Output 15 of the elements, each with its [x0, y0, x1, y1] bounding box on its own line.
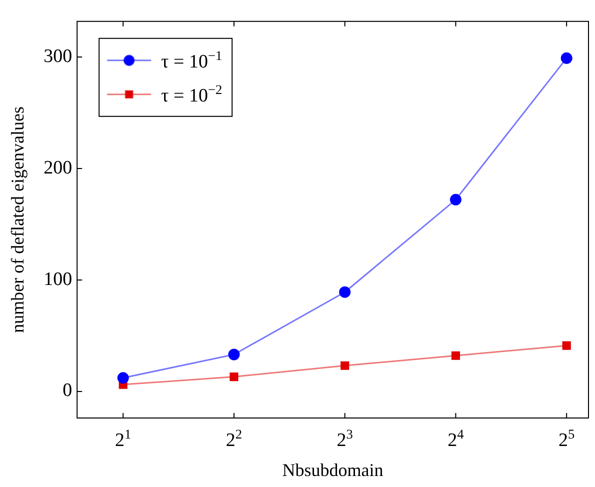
y-tick-label: 200: [44, 157, 72, 178]
point: [560, 52, 572, 64]
point: [340, 361, 350, 370]
y-tick-label: 300: [44, 46, 72, 68]
point: [450, 194, 462, 206]
point: [451, 351, 460, 360]
point: [339, 286, 351, 298]
point: [230, 372, 238, 382]
point: [117, 372, 129, 384]
y-axis-title: number of deflated eigenvalues: [8, 106, 28, 333]
point: [228, 348, 240, 360]
point: [562, 341, 571, 350]
y-tick-label: 0: [62, 380, 72, 402]
y-tick-label: 100: [44, 268, 72, 290]
x-axis-title: Nbsubdomain: [282, 460, 384, 480]
